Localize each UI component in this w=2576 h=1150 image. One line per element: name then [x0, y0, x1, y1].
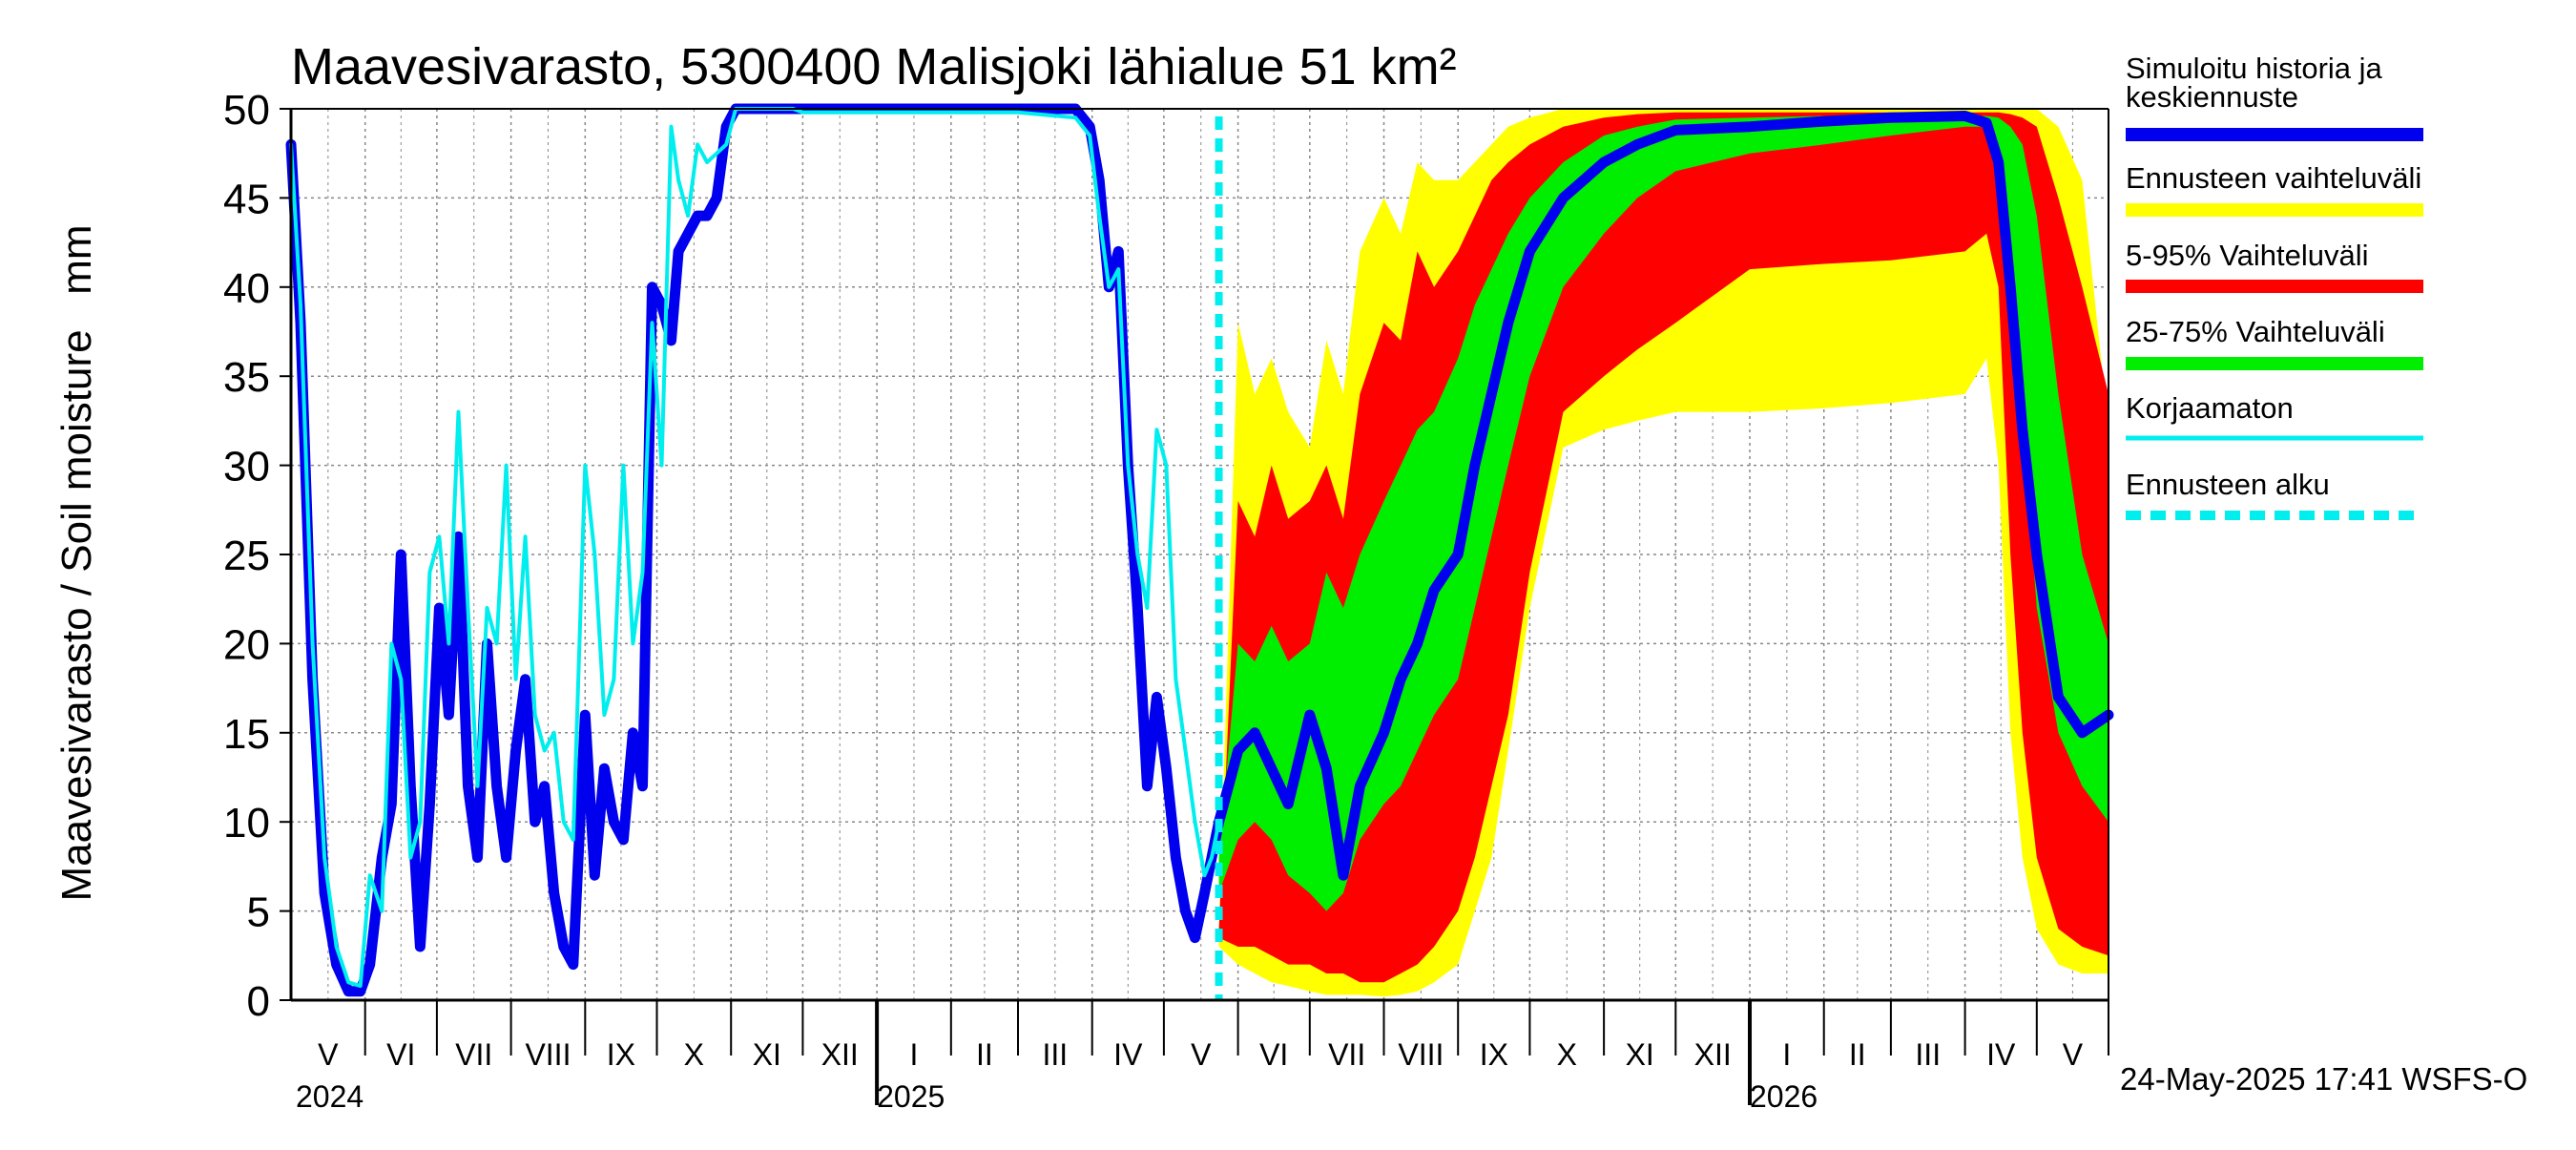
- footer-timestamp: 24-May-2025 17:41 WSFS-O: [2120, 1061, 2527, 1097]
- legend-label-line: keskiennuste: [2126, 80, 2298, 114]
- chart-title: Maavesivarasto, 5300400 Malisjoki lähial…: [291, 38, 1457, 95]
- y-tick-label: 10: [223, 800, 270, 847]
- x-month-label: V: [2063, 1037, 2084, 1072]
- x-month-label: IX: [607, 1037, 635, 1072]
- x-month-label: XI: [753, 1037, 781, 1072]
- legend-label-fstart: Ennusteen alku: [2126, 468, 2330, 501]
- legend-label-p5_95: 5-95% Vaihteluväli: [2126, 239, 2368, 272]
- y-tick-label: 5: [247, 889, 270, 936]
- band-p5_95: [1218, 112, 2109, 983]
- x-year-label: 2024: [296, 1079, 364, 1114]
- x-month-label: VIII: [525, 1037, 571, 1072]
- legend-label-range: Ennusteen vaihteluväli: [2126, 161, 2421, 195]
- x-month-label: I: [1782, 1037, 1791, 1072]
- y-tick-label: 0: [247, 978, 270, 1025]
- y-tick-label: 50: [223, 87, 270, 134]
- y-tick-label: 30: [223, 444, 270, 491]
- x-month-label: III: [1043, 1037, 1069, 1072]
- series-line-raw: [289, 107, 1221, 989]
- x-month-label: V: [318, 1037, 339, 1072]
- x-month-label: XI: [1626, 1037, 1654, 1072]
- y-axis-label: Maavesivarasto / Soil moisture mm: [53, 224, 100, 901]
- x-month-label: I: [910, 1037, 919, 1072]
- y-tick-label: 15: [223, 711, 270, 758]
- x-month-label: V: [1191, 1037, 1212, 1072]
- x-month-label: VI: [386, 1037, 415, 1072]
- legend-label-sim: Simuloitu historia ja keskiennuste: [2126, 52, 2383, 114]
- band-p25_75: [1218, 115, 2109, 911]
- legend-label-p25_75: 25-75% Vaihteluväli: [2126, 315, 2385, 348]
- x-month-label: XII: [821, 1037, 859, 1072]
- x-month-label: II: [1849, 1037, 1866, 1072]
- x-month-label: VII: [1328, 1037, 1365, 1072]
- y-tick-label: 25: [223, 533, 270, 579]
- x-month-label: IV: [1986, 1037, 2016, 1072]
- x-month-label: X: [684, 1037, 704, 1072]
- x-month-label: IX: [1480, 1037, 1508, 1072]
- x-month-label: XII: [1694, 1037, 1732, 1072]
- y-tick-label: 45: [223, 176, 270, 222]
- x-month-label: X: [1557, 1037, 1577, 1072]
- x-year-label: 2026: [1750, 1079, 1818, 1114]
- y-tick-label: 20: [223, 621, 270, 668]
- x-month-label: III: [1915, 1037, 1941, 1072]
- y-tick-label: 40: [223, 265, 270, 312]
- x-month-label: II: [976, 1037, 993, 1072]
- legend-label-raw: Korjaamaton: [2126, 391, 2294, 425]
- x-year-label: 2025: [877, 1079, 945, 1114]
- x-month-label: VIII: [1398, 1037, 1444, 1072]
- legend-label-line: Simuloitu historia ja: [2126, 52, 2383, 85]
- x-month-label: IV: [1113, 1037, 1143, 1072]
- y-tick-label: 35: [223, 354, 270, 401]
- x-month-label: VI: [1259, 1037, 1288, 1072]
- x-month-label: VII: [455, 1037, 492, 1072]
